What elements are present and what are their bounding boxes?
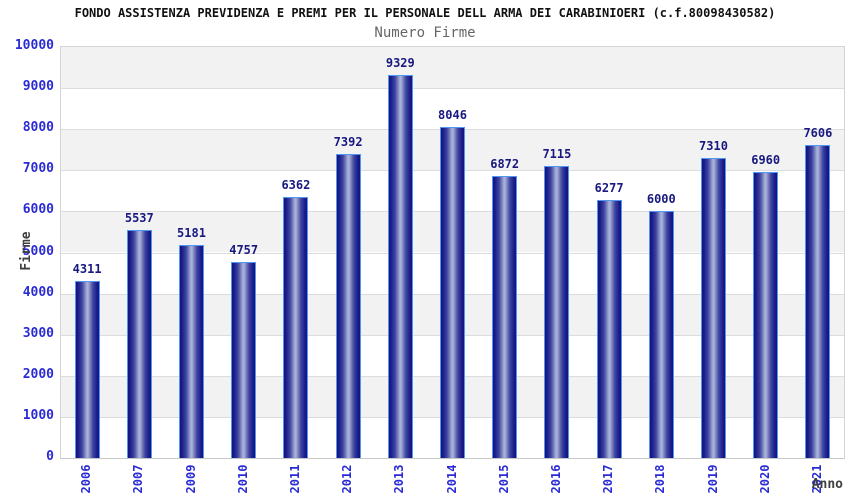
bar bbox=[283, 197, 309, 458]
bar bbox=[231, 262, 257, 458]
bar-value-label: 9329 bbox=[385, 56, 415, 70]
gridline bbox=[61, 88, 844, 90]
bar-value-label: 8046 bbox=[438, 108, 467, 122]
bar bbox=[492, 176, 518, 458]
bar bbox=[544, 166, 570, 458]
y-tick-label: 7000 bbox=[22, 161, 54, 177]
bar-value-label: 4757 bbox=[229, 243, 259, 257]
bar-value-label: 6960 bbox=[751, 153, 781, 167]
bar bbox=[335, 154, 361, 458]
y-tick-label: 4000 bbox=[22, 284, 54, 300]
bar-value-label: 5181 bbox=[177, 226, 206, 240]
chart-title: FONDO ASSISTENZA PREVIDENZA E PREMI PER … bbox=[74, 6, 776, 20]
y-tick-label: 3000 bbox=[22, 325, 54, 341]
x-tick-label: 2014 bbox=[444, 464, 459, 494]
x-tick-label: 2007 bbox=[131, 464, 146, 494]
x-tick-label: 2016 bbox=[548, 464, 563, 494]
x-axis-title: Anno bbox=[811, 477, 843, 492]
bar bbox=[440, 127, 465, 458]
bar-value-label: 6872 bbox=[490, 157, 520, 171]
bar-value-label: 5537 bbox=[124, 211, 154, 225]
plot-area: 4311 5537 5181 4757 6362 7392 9329 8046 6872 7115… bbox=[60, 46, 845, 459]
bar-value-label: 7392 bbox=[333, 135, 363, 149]
y-tick-label: 5000 bbox=[22, 243, 54, 259]
bar-value-label: 6000 bbox=[646, 192, 676, 206]
y-axis-title: Firme bbox=[19, 231, 34, 271]
y-tick-label: 9000 bbox=[22, 79, 54, 95]
y-tick-label: 0 bbox=[46, 449, 54, 464]
bar bbox=[753, 172, 779, 458]
grid-band bbox=[61, 47, 844, 89]
x-tick-label: 2013 bbox=[392, 464, 407, 494]
x-tick-label: 2010 bbox=[235, 464, 250, 494]
x-tick-label: 2006 bbox=[79, 464, 94, 494]
y-tick-label: 10000 bbox=[14, 38, 54, 53]
y-tick-label: 1000 bbox=[22, 407, 54, 423]
bar-value-label: 6362 bbox=[281, 178, 311, 192]
x-tick-label: 2019 bbox=[705, 464, 720, 494]
chart-subtitle: Numero Firme bbox=[374, 25, 476, 41]
bar-value-label: 6277 bbox=[594, 181, 624, 195]
x-tick-label: 2009 bbox=[183, 464, 198, 494]
bar-value-label: 7310 bbox=[699, 139, 728, 153]
bar-value-label: 7606 bbox=[803, 126, 833, 140]
bar bbox=[648, 211, 674, 458]
x-tick-label: 2015 bbox=[496, 464, 511, 494]
y-tick-label: 8000 bbox=[22, 120, 54, 136]
bar bbox=[701, 158, 726, 458]
x-tick-label: 2012 bbox=[340, 464, 355, 494]
bar-value-label: 4311 bbox=[72, 262, 102, 276]
bar bbox=[805, 145, 831, 458]
bar bbox=[387, 75, 413, 458]
bar bbox=[126, 230, 152, 458]
bar bbox=[596, 200, 622, 458]
bar-value-label: 7115 bbox=[542, 147, 572, 161]
bar bbox=[179, 245, 204, 458]
y-tick-label: 2000 bbox=[22, 366, 54, 382]
x-tick-label: 2017 bbox=[601, 464, 616, 494]
grid-band bbox=[61, 88, 844, 130]
y-tick-label: 6000 bbox=[22, 202, 54, 218]
x-tick-label: 2011 bbox=[287, 464, 302, 494]
bar bbox=[74, 281, 100, 458]
x-tick-label: 2018 bbox=[653, 464, 668, 494]
